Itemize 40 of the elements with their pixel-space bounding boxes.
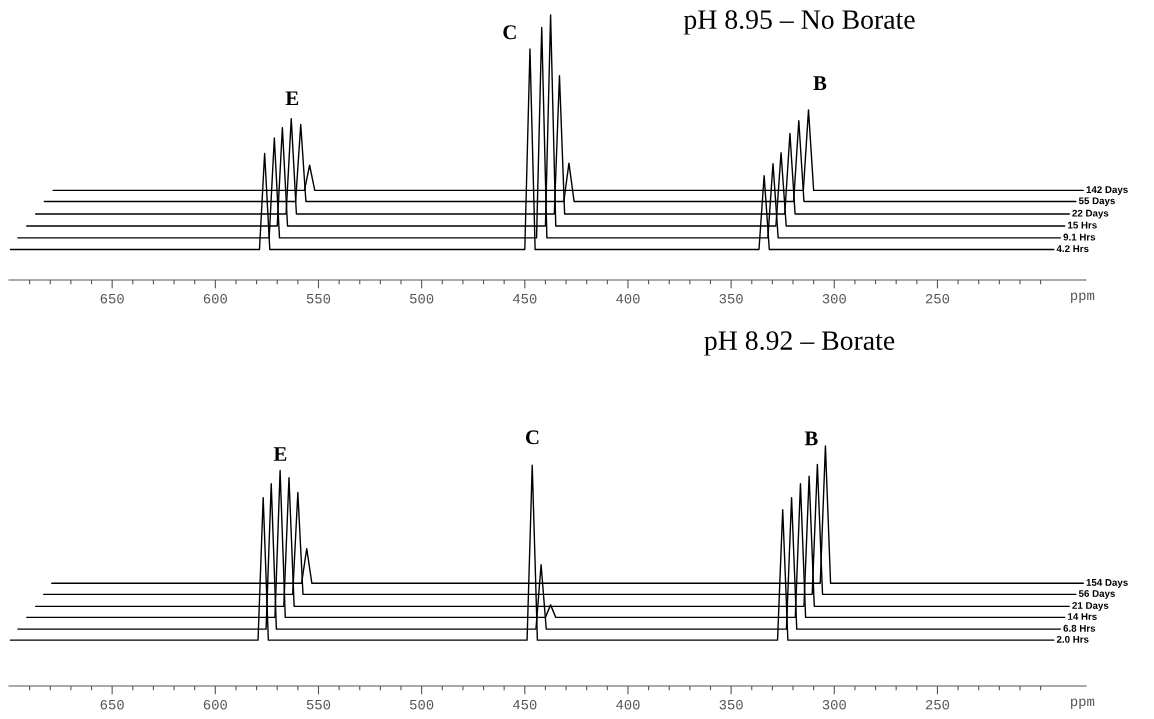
series-label: 22 Days [1072, 209, 1109, 219]
x-tick-label: 550 [306, 699, 331, 710]
x-tick-label: 500 [410, 293, 434, 304]
series-label: 21 Days [1072, 602, 1109, 611]
x-tick-label: 550 [306, 293, 331, 304]
x-tick-label: 400 [616, 293, 640, 304]
x-axis-title: ppm [1071, 698, 1095, 709]
x-tick-label: 650 [100, 699, 124, 710]
x-tick-label: 250 [925, 293, 950, 304]
x-tick-label: 350 [719, 699, 743, 710]
series-label: 142 Days [1086, 186, 1128, 195]
annotation: B [813, 76, 827, 90]
chart-title: pH 8.95 – No Borate [683, 10, 915, 35]
text: B [804, 431, 818, 446]
series-label: 15 Hrs [1068, 221, 1097, 229]
series-label: 2.0 Hrs [1056, 635, 1089, 643]
x-axis-title: ppm [1071, 292, 1095, 303]
series-label: 55 Days [1078, 197, 1115, 207]
series-label: 6.8 Hrs [1063, 624, 1096, 632]
series-label: 14 Hrs [1068, 613, 1097, 620]
x-tick-label: 600 [203, 699, 227, 710]
x-tick-label: 450 [513, 293, 537, 304]
annotation: E [273, 447, 287, 461]
annotation: E [285, 91, 299, 106]
series-label: 56 Days [1078, 590, 1115, 599]
x-tick-label: 600 [203, 293, 227, 304]
series-label: 9.1 Hrs [1063, 233, 1096, 241]
x-tick-label: 300 [822, 699, 846, 710]
x-tick-label: 400 [616, 699, 640, 710]
text: C [525, 430, 539, 445]
x-tick-label: 300 [822, 293, 846, 304]
x-tick-label: 650 [100, 293, 124, 304]
series-label: 4.2 Hrs [1056, 245, 1089, 253]
chart-title: pH 8.92 – Borate [704, 331, 895, 356]
x-tick-label: 250 [925, 699, 950, 710]
series-label: 154 Days [1086, 579, 1128, 588]
x-tick-label: 350 [719, 293, 743, 304]
annotation: C [503, 25, 516, 40]
x-tick-label: 500 [410, 699, 434, 710]
x-tick-label: 450 [513, 699, 537, 710]
